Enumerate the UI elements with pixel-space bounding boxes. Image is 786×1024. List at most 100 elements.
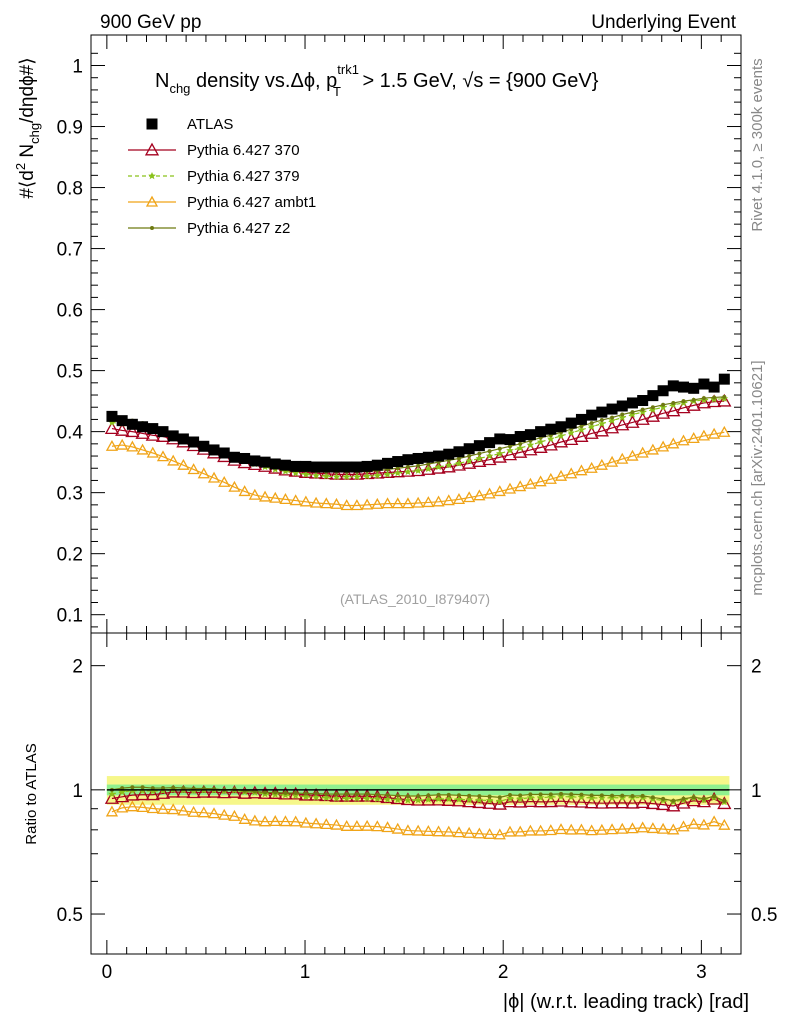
ratio-point [577,793,586,801]
ratio-point [105,805,119,817]
data-point [104,421,120,435]
ratio-point [691,795,696,800]
ratio-point [436,792,441,797]
data-point [565,417,577,429]
data-point [589,421,594,426]
legend-label: ATLAS [187,116,233,133]
data-point [554,469,568,481]
data-point [392,456,404,468]
ratio-point [279,815,292,827]
data-point [393,469,402,477]
data-point [382,457,394,469]
legend-label: Pythia 6.427 ambt1 [187,194,316,211]
ratio-point [273,790,278,795]
data-point [677,434,690,446]
data-point [661,402,666,407]
data-point [340,499,353,511]
ratio-point [465,795,473,803]
ratio-point [569,792,574,797]
data-point [395,466,400,471]
data-point [279,493,292,505]
ratio-point [332,794,341,802]
data-point [545,423,557,435]
ratio-point [373,794,382,803]
ratio-point [548,792,553,797]
data-point [608,416,616,424]
header-left: 900 GeV pp [100,12,201,33]
data-point [513,445,528,458]
data-point [145,427,160,441]
data-point [598,419,606,427]
ratio-point [349,788,365,802]
ratio-point [686,793,701,807]
data-point [504,434,516,446]
ratio-point [401,824,415,836]
data-point [696,395,712,409]
ratio-point [442,825,455,837]
data-point [565,467,578,479]
ratio-point [446,792,451,797]
ratio-point [293,791,298,796]
ratio-y-tick-label-right: 0.5 [751,905,777,926]
data-point [485,452,494,460]
ratio-point [536,793,545,801]
data-point [456,456,461,461]
ratio-point [462,794,477,808]
data-point [502,447,518,461]
data-point [533,440,548,453]
data-point [309,496,323,508]
ratio-point [604,795,620,809]
ratio-series-4 [109,785,727,803]
ratio-point [671,798,676,803]
ratio-point [353,794,361,802]
ratio-point [513,794,528,808]
ratio-point [167,803,180,815]
ratio-point [381,821,394,833]
data-point [455,459,463,467]
ratio-point [650,795,655,800]
ratio-point [145,787,160,801]
data-point [640,407,645,412]
ratio-point [516,794,524,802]
ratio-point [248,814,261,826]
ratio-y-tick-label: 0.5 [57,905,83,926]
data-point [329,467,344,480]
data-point [412,452,424,464]
ratio-point [319,788,334,802]
ratio-point [308,787,324,801]
data-point [564,432,579,446]
data-point [722,394,727,399]
ratio-point [598,793,606,802]
data-point [126,440,139,452]
data-point [167,454,180,466]
main-ylabel: #⟨d2 Nchg/dηdϕ#⟩ [13,57,42,198]
header-right: Underlying Event [591,12,736,33]
ratio-point [421,792,436,806]
ratio-point [584,795,599,809]
data-point [655,405,671,419]
ratio-point [289,815,302,827]
data-point [351,461,363,473]
data-point [341,461,353,473]
data-point [349,467,365,480]
ratio-point [140,785,145,790]
ratio-panel-frame [90,632,742,955]
ratio-point [502,794,518,808]
ratio-point [467,793,472,798]
ratio-point [687,817,700,829]
ratio-point [574,794,589,808]
data-point [404,467,412,476]
x-axis-label: |ϕ| (w.r.t. leading track) [rad] [503,991,749,1013]
data-point [676,400,691,414]
data-point [445,461,453,469]
data-point [626,397,638,409]
ratio-point [565,823,578,835]
data-point [281,467,290,475]
data-point [188,436,200,448]
data-point [636,446,649,458]
ratio-point [625,795,640,809]
ratio-y-tick-label: 1 [72,781,83,802]
data-point [712,395,717,400]
data-point [312,471,320,479]
ratio-point [656,822,670,834]
